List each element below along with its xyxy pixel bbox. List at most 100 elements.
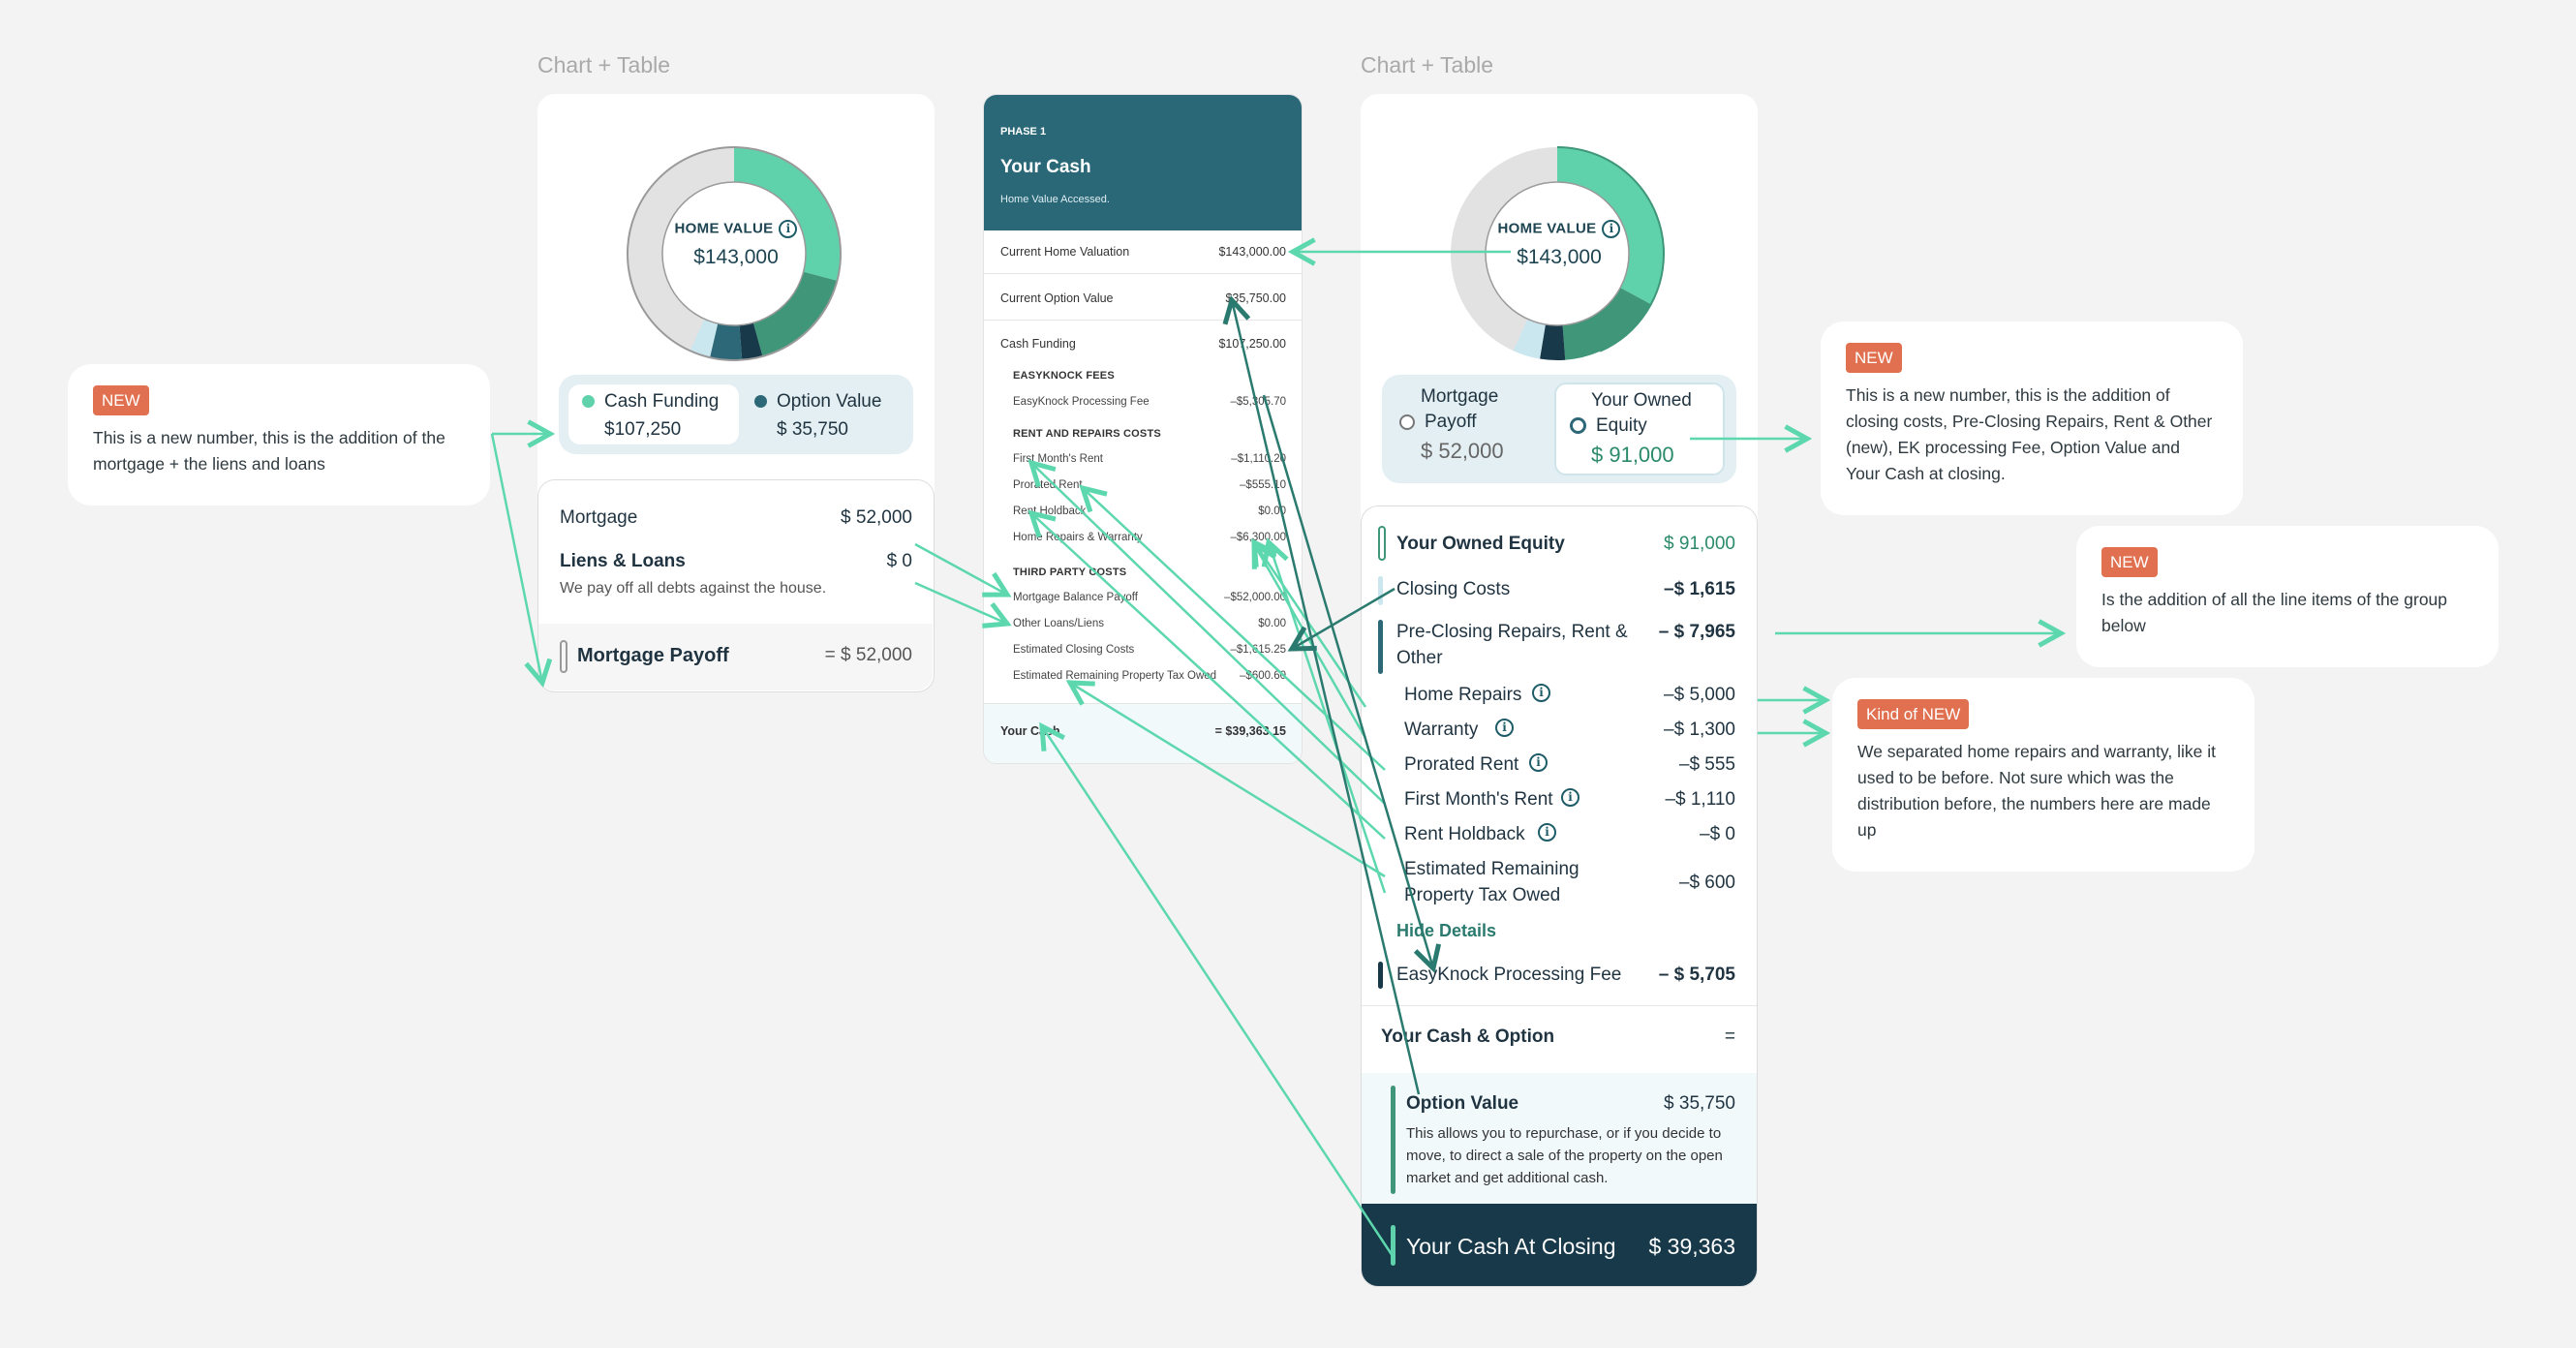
donut-title: HOME VALUE [674, 220, 774, 237]
your-cash-card: PHASE 1 Your Cash Home Value Accessed. C… [983, 94, 1303, 764]
item-value: $0.00 [1258, 618, 1286, 629]
legend-label: Cash Funding [604, 391, 720, 412]
donut-title: HOME VALUE [1497, 220, 1597, 237]
owned-equity-ring [1570, 417, 1586, 435]
item-value: –$ 555 [1678, 754, 1735, 775]
item-closing-costs: Estimated Closing Costs –$1,615.25 [1013, 644, 1286, 656]
cash-at-closing-bar [1391, 1225, 1395, 1266]
donut-value: $143,000 [1517, 246, 1602, 268]
item-label: Estimated Closing Costs [1013, 644, 1135, 656]
option-value-desc: This allows you to repurchase, or if you… [1406, 1125, 1723, 1186]
item-value: –$ 1,110 [1665, 789, 1735, 810]
note-owned-equity: NEW This is a new number, this is the ad… [1821, 322, 2243, 515]
equity-breakdown-table: Your Owned Equity $ 91,000 Closing Costs –… [1361, 506, 1758, 1287]
item-value: –$ 1,300 [1664, 720, 1735, 740]
item-value: –$ 0 [1700, 824, 1735, 844]
item-label: Rent Holdback [1013, 506, 1087, 517]
option-value-bg [1362, 1073, 1757, 1204]
pre-closing-bar [1378, 620, 1383, 674]
frame-label-left: Chart + Table [537, 52, 671, 77]
item-label: Property Tax Owed [1404, 885, 1561, 905]
cash-funding-dot [582, 395, 595, 409]
legend-label: Your Owned [1591, 390, 1692, 411]
row-label: Pre-Closing Repairs, Rent & [1396, 622, 1628, 642]
row-value: = $39,363.15 [1214, 724, 1286, 738]
donut-center: HOME VALUE i $143,000 [537, 220, 935, 269]
option-value-bar [1391, 1086, 1395, 1194]
divider [984, 273, 1302, 274]
row-label: Liens & Loans [560, 551, 686, 571]
item-label: Other Loans/Liens [1013, 618, 1104, 629]
payoff-row-bg [538, 624, 933, 690]
note-text: This is a new number, this is the additi… [1846, 385, 2213, 483]
note-pre-closing-sum: NEW Is the addition of all the line item… [2076, 526, 2499, 667]
row-label: Option Value [1406, 1093, 1519, 1114]
home-value-donut [627, 146, 842, 361]
item-home-repairs-warranty: Home Repairs & Warranty –$6,300.00 [1013, 532, 1286, 543]
info-icon[interactable]: i [779, 220, 798, 238]
row-label: Your Cash & Option [1381, 1026, 1555, 1047]
item-label: EasyKnock Processing Fee [1013, 396, 1150, 408]
item-value: –$6,300.00 [1230, 532, 1286, 543]
legend-option-value[interactable]: Option Value [754, 387, 881, 415]
new-tag: NEW [1846, 343, 1902, 373]
row-value: –$ 1,615 [1664, 579, 1735, 599]
item-label: Estimated Remaining Property Tax Owed [1013, 670, 1217, 682]
left-legend: Cash Funding $107,250 Option Value $ 35,… [559, 375, 913, 454]
legend-cash-funding[interactable]: Cash Funding $107,250 [568, 384, 739, 444]
legend-owned-equity[interactable]: Your Owned Equity $ 91,000 [1554, 383, 1725, 475]
legend-value: $ 91,000 [1591, 443, 1674, 467]
row-value: $ 35,750 [1664, 1093, 1735, 1114]
mortgage-payoff-ring [1399, 414, 1415, 430]
kind-of-new-tag: Kind of NEW [1857, 699, 1970, 729]
option-value-dot [754, 395, 767, 409]
legend-mortgage-label1: Mortgage [1421, 386, 1499, 407]
new-tag: NEW [93, 385, 149, 415]
row-value: $143,000.00 [1218, 245, 1286, 259]
frame-label-right: Chart + Table [1361, 52, 1494, 77]
info-icon[interactable]: i [1529, 753, 1548, 772]
item-label: First Month's Rent [1404, 789, 1553, 810]
legend-label: Equity [1596, 415, 1647, 436]
note-mortgage-payoff: NEW This is a new number, this is the ad… [68, 364, 490, 506]
item-value: –$ 600 [1678, 873, 1735, 893]
donut-value: $143,000 [693, 246, 779, 268]
legend-mortgage-payoff[interactable]: Payoff [1399, 408, 1477, 436]
note-text: We separated home repairs and warranty, … [1857, 742, 2216, 840]
item-mortgage-balance-payoff: Mortgage Balance Payoff –$52,000.00 [1013, 592, 1286, 603]
row-value: $ 39,363 [1648, 1234, 1735, 1259]
item-label: Estimated Remaining [1404, 859, 1579, 879]
donut-center: HOME VALUE i $143,000 [1361, 220, 1758, 269]
item-prorated-rent: Prorated Rent –$555.10 [1013, 479, 1286, 491]
divider [1362, 1005, 1757, 1006]
item-property-tax: Estimated Remaining Property Tax Owed –$6… [1013, 670, 1286, 682]
row-value: – $ 7,965 [1658, 622, 1735, 642]
item-label: First Month's Rent [1013, 453, 1103, 465]
legend-value: $ 52,000 [1421, 439, 1504, 463]
mortgage-table: Mortgage $ 52,000 Liens & Loans $ 0 We pay… [537, 479, 935, 692]
row-value: – $ 5,705 [1658, 965, 1735, 985]
row-label: Your Cash [1000, 724, 1060, 738]
info-icon[interactable]: i [1532, 684, 1550, 702]
your-cash-header: PHASE 1 Your Cash Home Value Accessed. [984, 95, 1302, 230]
row-value: = $ 52,000 [824, 645, 912, 665]
item-label: Mortgage Balance Payoff [1013, 592, 1138, 603]
legend-value: $107,250 [604, 419, 682, 440]
info-icon[interactable]: i [1602, 220, 1621, 238]
item-value: –$1,110.20 [1231, 453, 1286, 465]
legend-label: Payoff [1425, 412, 1477, 432]
row-value: = [1724, 1026, 1735, 1047]
row-label: Cash Funding [1000, 337, 1076, 351]
row-label: Current Option Value [1000, 291, 1114, 305]
info-icon[interactable]: i [1495, 719, 1514, 737]
row-label: Mortgage Payoff [577, 645, 729, 666]
hide-details-link[interactable]: Hide Details [1396, 921, 1497, 940]
new-tag: NEW [2101, 547, 2158, 577]
item-value: –$600.60 [1240, 670, 1286, 682]
info-icon[interactable]: i [1561, 788, 1579, 807]
payoff-bar [560, 640, 567, 673]
note-text: Is the addition of all the line items of… [2101, 590, 2448, 635]
left-chart-card: HOME VALUE i $143,000 Cash Funding $107,2… [537, 94, 935, 692]
info-icon[interactable]: i [1538, 823, 1556, 842]
item-other-loans: Other Loans/Liens $0.00 [1013, 618, 1286, 629]
